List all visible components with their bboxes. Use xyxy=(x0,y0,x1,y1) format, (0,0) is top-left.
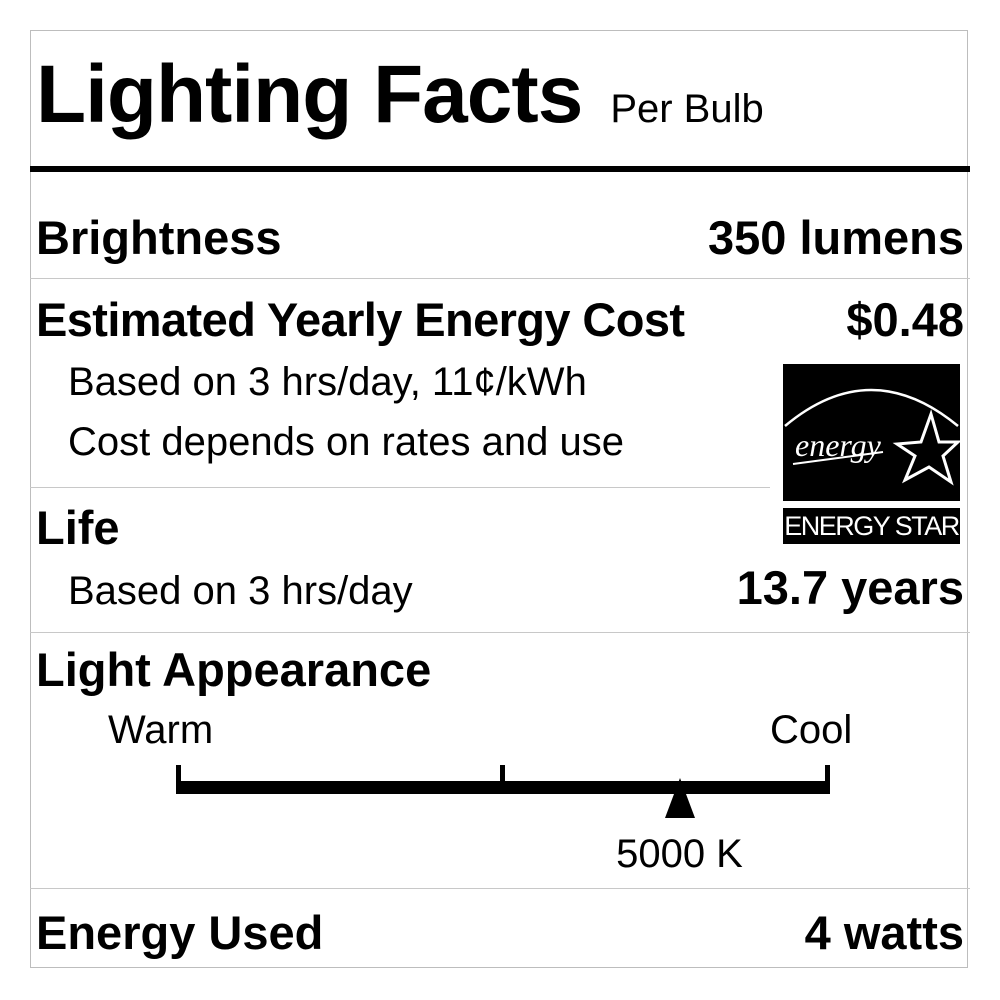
color-temperature-scale xyxy=(176,765,830,818)
brightness-value: 350 lumens xyxy=(707,211,964,264)
appearance-label: Light Appearance xyxy=(36,643,432,696)
cool-label: Cool xyxy=(770,708,853,752)
energy-cost-label: Estimated Yearly Energy Cost xyxy=(36,293,685,346)
label-border xyxy=(30,30,968,968)
life-value: 13.7 years xyxy=(736,561,964,614)
energy-used-label: Energy Used xyxy=(36,906,324,959)
energy-cost-row: Estimated Yearly Energy Cost $0.48 xyxy=(36,292,964,347)
scale-tick xyxy=(825,765,830,785)
divider xyxy=(30,888,970,889)
label-header: Lighting Facts Per Bulb xyxy=(36,48,764,142)
energy-used-row: Energy Used 4 watts xyxy=(36,905,964,960)
energy-star-label: ENERGY STAR xyxy=(783,508,960,544)
warm-label: Warm xyxy=(108,708,214,752)
divider xyxy=(30,278,970,279)
brightness-row: Brightness 350 lumens xyxy=(36,210,964,265)
label-title: Lighting Facts xyxy=(36,49,583,140)
label-subtitle: Per Bulb xyxy=(610,87,764,131)
life-note: Based on 3 hrs/day xyxy=(68,569,413,613)
energy-cost-value: $0.48 xyxy=(846,293,964,346)
energy-star-logo: energy xyxy=(783,364,962,501)
scale-marker xyxy=(664,778,695,818)
divider xyxy=(30,632,970,633)
brightness-label: Brightness xyxy=(36,211,282,264)
appearance-value: 5000 K xyxy=(616,832,743,876)
scale-tick xyxy=(176,765,181,785)
title-divider xyxy=(30,166,970,172)
energy-cost-note: Based on 3 hrs/day, 11¢/kWh xyxy=(68,360,587,404)
life-label: Life xyxy=(36,501,120,554)
energy-used-value: 4 watts xyxy=(804,906,964,959)
scale-tick xyxy=(500,765,505,785)
energy-star-icon: energy xyxy=(784,388,962,486)
divider xyxy=(30,487,770,488)
energy-cost-note: Cost depends on rates and use xyxy=(68,420,624,464)
life-row: Based on 3 hrs/day 13.7 years xyxy=(68,560,964,615)
